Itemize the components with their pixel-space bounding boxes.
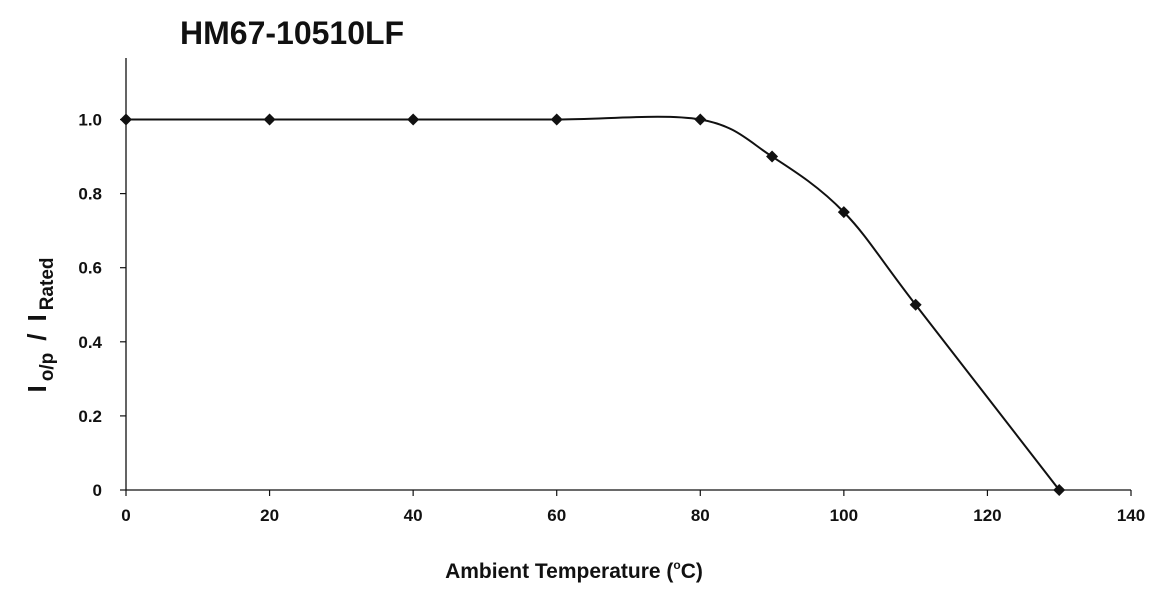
data-point-marker (263, 113, 276, 126)
y-tick-label: 0.2 (78, 407, 102, 426)
ylabel-output-subscript: o/p (37, 353, 58, 382)
plot-axes (125, 58, 1131, 491)
ylabel-slash: / (22, 334, 52, 341)
data-point-marker (550, 113, 563, 126)
ylabel-current-symbol: I (22, 385, 52, 392)
y-tick-label: 1.0 (78, 111, 102, 130)
axis-ticks: 0 20 40 60 80 100 120 140 0 0.2 0.4 0.6 0.8 1.0 (78, 111, 1145, 526)
x-tick-label: 20 (260, 506, 279, 525)
y-tick-label: 0.8 (78, 185, 102, 204)
data-point-marker (909, 298, 922, 311)
data-point-marker (694, 113, 707, 126)
x-tick-label: 0 (121, 506, 130, 525)
data-point-marker (1053, 484, 1066, 496)
y-tick-label: 0.4 (78, 333, 102, 352)
data-point-marker (766, 150, 779, 163)
ylabel-rated-subscript: Rated (37, 258, 58, 311)
x-axis-label: Ambient Temperature (oC) (445, 558, 703, 583)
x-tick-label: 40 (404, 506, 423, 525)
x-tick-label: 100 (830, 506, 858, 525)
data-point-marker (120, 113, 132, 126)
y-tick-label: 0.6 (78, 259, 102, 278)
data-point-marker (837, 206, 850, 219)
x-tick-label: 120 (973, 506, 1001, 525)
degree-superscript: o (673, 558, 680, 572)
y-tick-label: 0 (93, 481, 102, 500)
data-point-marker (407, 113, 420, 126)
x-tick-label: 80 (691, 506, 710, 525)
svg-text:Io/p/IRated: Io/p / I Rated (22, 258, 58, 393)
chart-title: HM67-10510LF (180, 15, 404, 51)
y-axis-label: Io/p / I Rated (22, 258, 58, 393)
x-tick-label: 60 (547, 506, 566, 525)
data-markers (120, 113, 1066, 496)
ylabel-rated-symbol: I (22, 314, 52, 321)
x-tick-label: 140 (1117, 506, 1145, 525)
